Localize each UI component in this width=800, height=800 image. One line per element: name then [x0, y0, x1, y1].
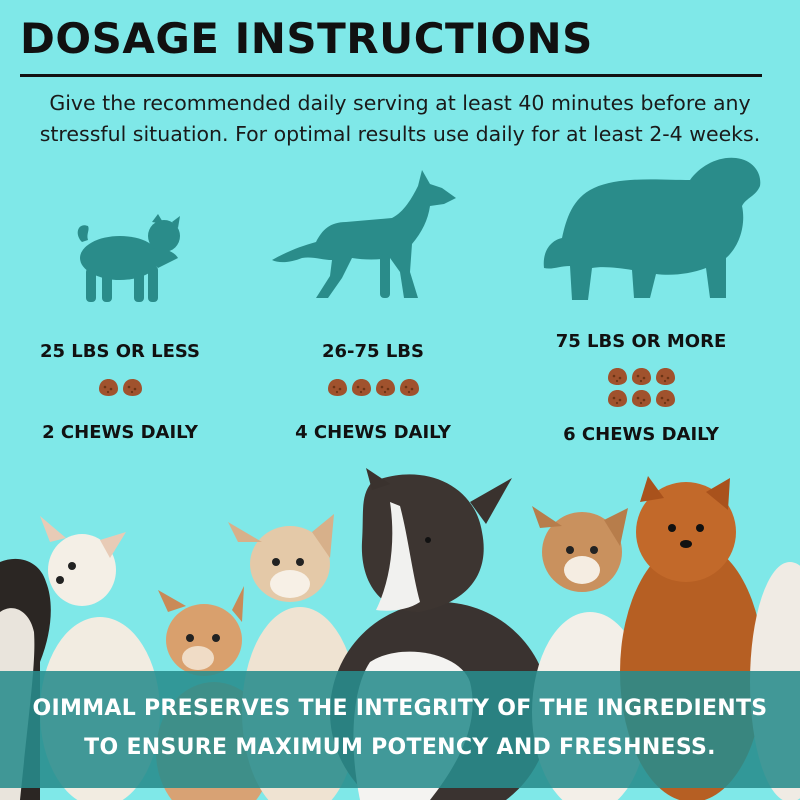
banner-line-2: TO ENSURE MAXIMUM POTENCY AND FRESHNESS. — [84, 735, 716, 760]
chew-icon — [655, 368, 675, 385]
chew-icon — [607, 368, 627, 385]
dose-weight-large: 75 LBS OR MORE — [555, 331, 727, 352]
shepherd-silhouette-icon — [272, 168, 460, 304]
chew-group-medium — [313, 378, 433, 397]
intro-text: Give the recommended daily serving at le… — [0, 88, 800, 150]
dose-daily-small: 2 CHEWS DAILY — [42, 422, 198, 443]
dose-daily-medium: 4 CHEWS DAILY — [295, 422, 451, 443]
chew-group-large — [596, 367, 686, 408]
chew-icon — [122, 379, 142, 396]
pug-silhouette-icon — [68, 212, 188, 304]
chew-icon — [655, 390, 675, 407]
dose-weight-medium: 26-75 LBS — [322, 341, 424, 362]
banner-line-1: OIMMAL PRESERVES THE INTEGRITY OF THE IN… — [32, 696, 768, 721]
chew-icon — [375, 379, 395, 396]
chew-icon — [327, 379, 347, 396]
page-title: DOSAGE INSTRUCTIONS — [20, 14, 593, 63]
intro-line-2: stressful situation. For optimal results… — [39, 122, 761, 146]
dose-weight-small: 25 LBS OR LESS — [39, 341, 201, 362]
chew-icon — [399, 379, 419, 396]
title-divider — [20, 74, 762, 77]
chew-icon — [607, 390, 627, 407]
large-dog-silhouette-icon — [540, 150, 764, 306]
dose-daily-large: 6 CHEWS DAILY — [563, 424, 719, 445]
chew-icon — [631, 368, 651, 385]
chew-icon — [631, 390, 651, 407]
chew-icon — [98, 379, 118, 396]
intro-line-1: Give the recommended daily serving at le… — [49, 91, 751, 115]
chew-group-small — [70, 378, 170, 397]
bottom-banner: OIMMAL PRESERVES THE INTEGRITY OF THE IN… — [0, 671, 800, 788]
chew-icon — [351, 379, 371, 396]
